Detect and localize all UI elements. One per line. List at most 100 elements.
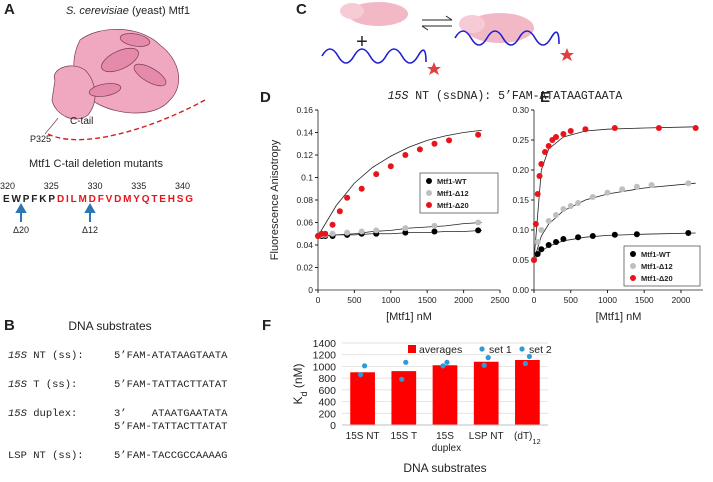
y-tick-label: 0.15 — [512, 195, 529, 205]
y-tick-label: 0.30 — [512, 105, 529, 115]
residue-label: P325 — [30, 134, 51, 144]
data-point — [373, 171, 380, 178]
helix — [133, 63, 167, 87]
arrow-head — [445, 15, 453, 21]
bar — [350, 372, 375, 425]
y-tick-label: 800 — [318, 373, 336, 385]
legend-box — [623, 245, 701, 287]
data-point — [402, 152, 409, 158]
data-point — [553, 239, 560, 245]
arrow-head — [15, 202, 27, 213]
sequence-red: DILMDFVDMYQTEHSG — [57, 194, 193, 205]
data-point — [444, 359, 450, 365]
data-point — [532, 221, 539, 227]
x-tick-label: 2000 — [454, 295, 473, 305]
data-point — [538, 246, 545, 253]
x-tick-label: 2500 — [491, 295, 510, 305]
data-point — [560, 236, 567, 242]
panel-label: B — [4, 317, 15, 334]
substrate-name: 15S T (ss): — [8, 379, 77, 391]
data-point — [373, 227, 380, 234]
position-number: 320 — [0, 181, 15, 191]
name-italic: 15S — [8, 350, 28, 362]
mutants-title: Mtf1 C-tail deletion mutants — [29, 158, 163, 170]
legend-label: Mtf1-WT — [641, 250, 671, 259]
panel-label: A — [4, 1, 15, 18]
data-point — [475, 219, 482, 226]
legend-marker — [426, 202, 432, 208]
y-tick-label: 0.05 — [512, 255, 529, 265]
position-numbers: 320 325 330 335 340 — [0, 181, 190, 191]
position-number: 335 — [131, 181, 146, 191]
data-point — [358, 228, 365, 235]
x-tick-label: 0 — [532, 295, 537, 305]
name-text: T (ss): — [33, 379, 77, 391]
x-tick-label: 15S T — [391, 431, 418, 442]
data-point — [567, 203, 574, 209]
legend-marker — [426, 190, 432, 196]
data-point — [446, 137, 453, 144]
panel-a-title: S. cerevisiae (yeast) Mtf1 — [66, 5, 190, 17]
position-number: 325 — [44, 181, 59, 191]
y-tick-label: 0.02 — [296, 263, 313, 273]
fit-line — [317, 222, 482, 237]
label-part: (dT) — [514, 431, 532, 442]
data-point — [553, 212, 560, 218]
panel-label: D — [260, 89, 271, 106]
x-tick-label: 0 — [316, 295, 321, 305]
y-axis-label: Kd (nM) — [291, 363, 309, 404]
data-point — [536, 173, 543, 179]
legend-label: set 1 — [489, 344, 512, 356]
data-point — [329, 230, 336, 237]
data-point — [531, 257, 537, 263]
species: S. cerevisiae — [66, 5, 129, 17]
y-axis-label: Fluorescence Anisotropy — [269, 139, 281, 260]
data-point — [685, 180, 692, 187]
name-text: LSP NT (ss): — [8, 450, 84, 462]
name-italic: 15S — [8, 408, 28, 420]
data-point — [567, 128, 574, 134]
substrate-sequence: 5’FAM-TATTACTTATAT — [114, 379, 227, 391]
data-point — [534, 251, 541, 257]
loop — [44, 117, 59, 135]
data-point — [545, 143, 552, 149]
data-point — [526, 353, 533, 360]
label-part: duplex — [429, 443, 461, 454]
data-point — [589, 233, 596, 239]
data-point — [416, 146, 423, 153]
x-tick-label: 500 — [347, 295, 361, 305]
arrow-head — [421, 25, 429, 31]
fam-star — [427, 62, 441, 75]
name-italic: 15S — [8, 379, 28, 391]
bar — [432, 365, 458, 425]
legend-marker — [630, 263, 636, 269]
legend-label: set 2 — [529, 344, 552, 356]
data-point — [485, 355, 491, 361]
data-point — [440, 363, 446, 369]
y-tick-label: 1400 — [313, 338, 337, 350]
x-tick-label: (dT)12 — [514, 431, 541, 446]
legend-marker — [630, 251, 636, 257]
legend-label: Mtf1-Δ12 — [437, 189, 469, 198]
y-tick-label: 0.14 — [296, 128, 313, 138]
sequence-black: EWPFKP — [3, 194, 55, 205]
data-point — [619, 186, 626, 193]
legend-label: averages — [419, 344, 462, 356]
data-point — [329, 221, 336, 228]
substrate-sequence: 3’ ATAATGAATATA — [114, 408, 228, 420]
y-label-sub: d — [299, 391, 309, 396]
legend-marker — [519, 346, 525, 352]
binding-scheme: + — [321, 2, 574, 75]
panel-label: E — [540, 89, 550, 106]
x-tick-label: 15S duplex — [429, 431, 461, 454]
data-point — [399, 376, 405, 382]
data-point — [403, 359, 409, 365]
data-point — [655, 125, 662, 131]
y-tick-label: 0.1 — [301, 173, 313, 183]
data-point — [560, 131, 567, 137]
legend-marker — [630, 275, 636, 281]
substrate-sequence: 5’FAM-ATATAAGTAATA — [114, 350, 228, 362]
x-tick-label: LSP NT — [469, 431, 504, 442]
helix — [119, 33, 151, 47]
